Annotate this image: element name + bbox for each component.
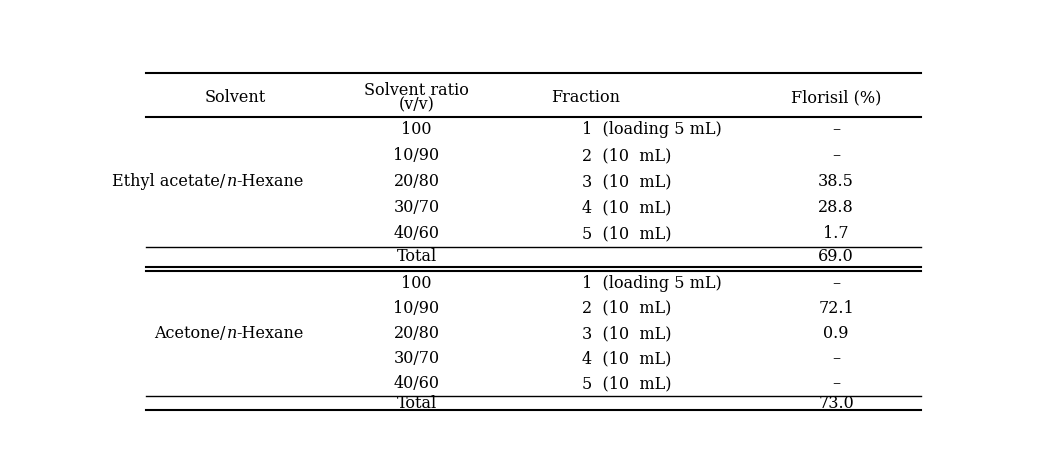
Text: Solvent: Solvent bbox=[204, 89, 265, 106]
Text: 40/60: 40/60 bbox=[393, 225, 439, 242]
Text: 28.8: 28.8 bbox=[818, 200, 854, 216]
Text: 40/60: 40/60 bbox=[393, 375, 439, 392]
Text: Florisil (%): Florisil (%) bbox=[791, 89, 882, 106]
Text: 0.9: 0.9 bbox=[823, 325, 848, 342]
Text: Fraction: Fraction bbox=[552, 89, 620, 106]
Text: 30/70: 30/70 bbox=[393, 350, 439, 367]
Text: -Hexane: -Hexane bbox=[236, 174, 303, 190]
Text: 10/90: 10/90 bbox=[393, 300, 439, 317]
Text: 3  (10  mL): 3 (10 mL) bbox=[582, 325, 671, 342]
Text: 100: 100 bbox=[401, 275, 432, 292]
Text: Ethyl acetate/: Ethyl acetate/ bbox=[112, 174, 225, 190]
Text: –: – bbox=[832, 148, 840, 164]
Text: –: – bbox=[832, 122, 840, 139]
Text: 20/80: 20/80 bbox=[393, 325, 439, 342]
Text: -Hexane: -Hexane bbox=[236, 325, 303, 342]
Text: 1  (loading 5 mL): 1 (loading 5 mL) bbox=[582, 275, 721, 292]
Text: 38.5: 38.5 bbox=[818, 174, 854, 190]
Text: 1.7: 1.7 bbox=[823, 225, 848, 242]
Text: Total: Total bbox=[397, 248, 436, 265]
Text: 73.0: 73.0 bbox=[818, 394, 854, 412]
Text: 10/90: 10/90 bbox=[393, 148, 439, 164]
Text: 5  (10  mL): 5 (10 mL) bbox=[582, 225, 671, 242]
Text: 4  (10  mL): 4 (10 mL) bbox=[582, 350, 671, 367]
Text: 2  (10  mL): 2 (10 mL) bbox=[582, 148, 671, 164]
Text: 72.1: 72.1 bbox=[818, 300, 854, 317]
Text: Solvent ratio: Solvent ratio bbox=[364, 82, 468, 99]
Text: 100: 100 bbox=[401, 122, 432, 139]
Text: 4  (10  mL): 4 (10 mL) bbox=[582, 200, 671, 216]
Text: –: – bbox=[832, 350, 840, 367]
Text: –: – bbox=[832, 275, 840, 292]
Text: 20/80: 20/80 bbox=[393, 174, 439, 190]
Text: 3  (10  mL): 3 (10 mL) bbox=[582, 174, 671, 190]
Text: 30/70: 30/70 bbox=[393, 200, 439, 216]
Text: 5  (10  mL): 5 (10 mL) bbox=[582, 375, 671, 392]
Text: (v/v): (v/v) bbox=[399, 96, 434, 114]
Text: Total: Total bbox=[397, 394, 436, 412]
Text: 2  (10  mL): 2 (10 mL) bbox=[582, 300, 671, 317]
Text: n: n bbox=[227, 174, 237, 190]
Text: 1  (loading 5 mL): 1 (loading 5 mL) bbox=[582, 122, 721, 139]
Text: 69.0: 69.0 bbox=[818, 248, 854, 265]
Text: n: n bbox=[227, 325, 237, 342]
Text: –: – bbox=[832, 375, 840, 392]
Text: Acetone/: Acetone/ bbox=[154, 325, 225, 342]
